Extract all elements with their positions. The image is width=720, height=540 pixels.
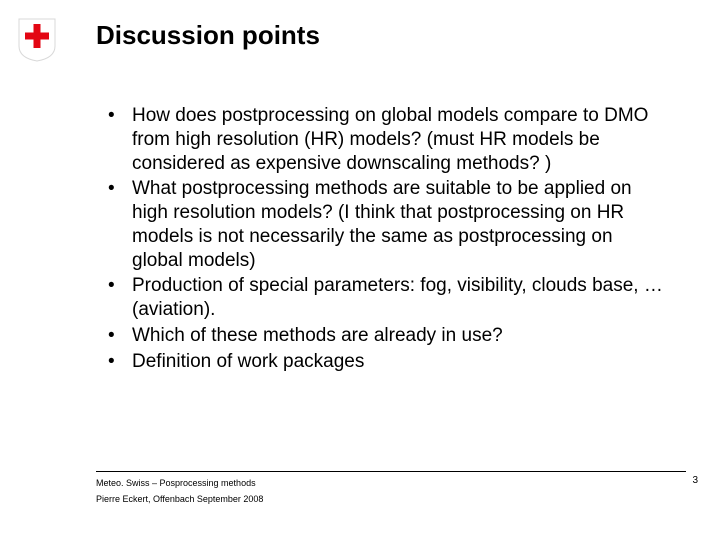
bullet-item: Which of these methods are already in us…: [96, 324, 666, 348]
slide: Discussion points How does postprocessin…: [0, 0, 720, 540]
footer-source: Meteo. Swiss – Posprocessing methods: [96, 478, 686, 488]
swiss-logo: [18, 18, 56, 67]
bullet-item: How does postprocessing on global models…: [96, 104, 666, 175]
footer: Meteo. Swiss – Posprocessing methods Pie…: [96, 471, 686, 504]
slide-title: Discussion points: [96, 20, 320, 51]
footer-author: Pierre Eckert, Offenbach September 2008: [96, 494, 686, 504]
footer-rule: [96, 471, 686, 472]
swiss-shield-icon: [18, 18, 56, 62]
bullet-item: Production of special parameters: fog, v…: [96, 274, 666, 322]
bullet-item: What postprocessing methods are suitable…: [96, 177, 666, 272]
bullet-item: Definition of work packages: [96, 350, 666, 374]
bullet-list: How does postprocessing on global models…: [96, 104, 666, 375]
page-number: 3: [692, 475, 698, 486]
